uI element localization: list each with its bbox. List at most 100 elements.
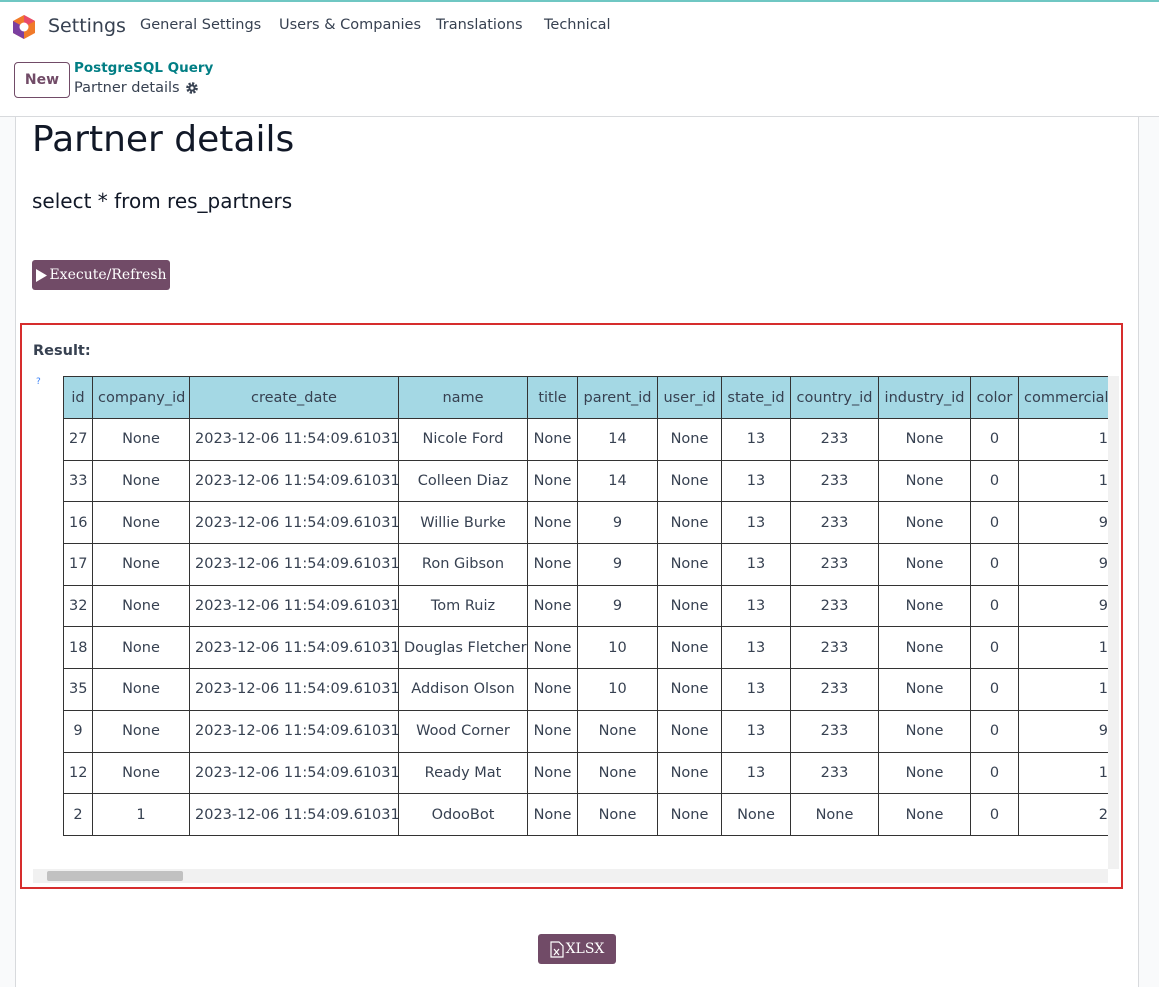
breadcrumb-current: Partner details: [74, 80, 180, 96]
table-cell: Ron Gibson: [398, 543, 528, 586]
table-cell: None: [878, 626, 971, 670]
gear-icon[interactable]: [185, 81, 199, 95]
table-row: 18 None 2023-12-06 11:54:09.610319 Douglas …: [63, 626, 1108, 670]
menu-item[interactable]: Translations: [436, 17, 523, 33]
table-cell: 0: [970, 751, 1019, 795]
table-cell: 2023-12-06 11:54:09.610319: [189, 459, 399, 503]
table-cell: None: [657, 626, 722, 670]
table-cell: 233: [790, 668, 879, 711]
table-cell: 233: [790, 584, 879, 628]
table-cell: None: [577, 709, 658, 753]
column-header: state_id: [721, 376, 791, 419]
table-cell: 2023-12-06 11:54:09.610319: [189, 793, 399, 836]
table-cell: None: [92, 418, 190, 461]
scrollbar-thumb[interactable]: [47, 871, 183, 881]
table-cell: Willie Burke: [398, 501, 528, 545]
table-cell: 2023-12-06 11:54:09.610319: [189, 584, 399, 628]
table-cell: None: [657, 584, 722, 628]
table-cell: Colleen Diaz: [398, 459, 528, 503]
table-cell: 9: [577, 501, 658, 545]
table-cell: 1: [1018, 626, 1108, 670]
column-header: user_id: [657, 376, 722, 419]
table-cell: None: [878, 459, 971, 503]
table-cell: 13: [721, 584, 791, 628]
table-row: 33 None 2023-12-06 11:54:09.610319 Colleen …: [63, 459, 1108, 503]
table-cell: 0: [970, 709, 1019, 753]
menu-item[interactable]: General Settings: [140, 17, 262, 33]
table-cell: 0: [970, 543, 1019, 586]
horizontal-scrollbar[interactable]: [33, 869, 1108, 883]
record-title: Partner details: [32, 119, 295, 160]
table-cell: Douglas Fletcher: [398, 626, 528, 670]
table-cell: 35: [63, 668, 93, 711]
table-cell: None: [657, 709, 722, 753]
table-cell: None: [92, 459, 190, 503]
column-header: name: [398, 376, 528, 419]
table-cell: 10: [577, 626, 658, 670]
table-cell: 0: [970, 626, 1019, 670]
help-marker[interactable]: ?: [36, 377, 41, 387]
table-scroller[interactable]: id company_id create_date name title parent_i…: [33, 376, 1108, 869]
table-cell: 9: [1018, 584, 1108, 628]
xlsx-button[interactable]: XLSX: [538, 934, 616, 964]
table-cell: 2: [1018, 793, 1108, 836]
table-cell: 0: [970, 584, 1019, 628]
table-cell: None: [878, 709, 971, 753]
navbar: [0, 2, 1159, 50]
table-cell: Ready Mat: [398, 751, 528, 795]
table-cell: 27: [63, 418, 93, 461]
table-cell: 1: [1018, 668, 1108, 711]
table-cell: 33: [63, 459, 93, 503]
table-cell: None: [657, 751, 722, 795]
table-cell: 2023-12-06 11:54:09.610319: [189, 709, 399, 753]
table-cell: 18: [63, 626, 93, 670]
table-cell: 233: [790, 501, 879, 545]
table-cell: None: [657, 543, 722, 586]
table-row: 9 None 2023-12-06 11:54:09.610319 Wood Corn…: [63, 709, 1108, 753]
column-header: country_id: [790, 376, 879, 419]
table-cell: 9: [1018, 543, 1108, 586]
table-row: 16 None 2023-12-06 11:54:09.610319 Willie B…: [63, 501, 1108, 545]
app-name[interactable]: Settings: [48, 15, 126, 37]
table-row: 17 None 2023-12-06 11:54:09.610319 Ron Gibs…: [63, 543, 1108, 586]
result-table: id company_id create_date name title parent_i…: [63, 376, 1108, 836]
table-cell: 1: [1018, 418, 1108, 461]
table-cell: None: [657, 668, 722, 711]
execute-button[interactable]: Execute/Refresh: [32, 260, 170, 290]
table-cell: None: [92, 709, 190, 753]
table-cell: 2: [63, 793, 93, 836]
button-label: XLSX: [565, 941, 605, 957]
table-cell: 0: [970, 459, 1019, 503]
table-cell: None: [878, 501, 971, 545]
table-cell: 233: [790, 459, 879, 503]
table-row: 2 1 2023-12-06 11:54:09.610319 OdooBot None N…: [63, 793, 1108, 836]
vertical-scrollbar[interactable]: [1108, 376, 1119, 869]
query-text: select * from res_partners: [32, 189, 293, 213]
new-button[interactable]: New: [14, 62, 70, 98]
menu-item[interactable]: Users & Companies: [279, 17, 422, 33]
app-logo[interactable]: [12, 14, 36, 40]
column-header: industry_id: [878, 376, 971, 419]
play-icon: [36, 268, 48, 282]
table-cell: 1: [92, 793, 190, 836]
table-cell: 14: [577, 459, 658, 503]
table-cell: 2023-12-06 11:54:09.610319: [189, 626, 399, 670]
table-cell: 2023-12-06 11:54:09.610319: [189, 418, 399, 461]
table-cell: 0: [970, 668, 1019, 711]
column-header: id: [63, 376, 93, 419]
breadcrumb-link[interactable]: PostgreSQL Query: [74, 60, 214, 76]
table-cell: 13: [721, 543, 791, 586]
menu-item[interactable]: Technical: [544, 17, 611, 33]
button-label: Execute/Refresh: [49, 267, 167, 283]
table-cell: 233: [790, 626, 879, 670]
top-accent: [0, 0, 1159, 2]
column-header: parent_id: [577, 376, 658, 419]
table-cell: None: [878, 793, 971, 836]
table-cell: 233: [790, 543, 879, 586]
table-cell: None: [527, 418, 578, 461]
table-cell: None: [878, 584, 971, 628]
table-cell: None: [721, 793, 791, 836]
column-header: commercial: [1018, 376, 1108, 419]
table-cell: 13: [721, 418, 791, 461]
table-row: 12 None 2023-12-06 11:54:09.610319 Ready Ma…: [63, 751, 1108, 795]
